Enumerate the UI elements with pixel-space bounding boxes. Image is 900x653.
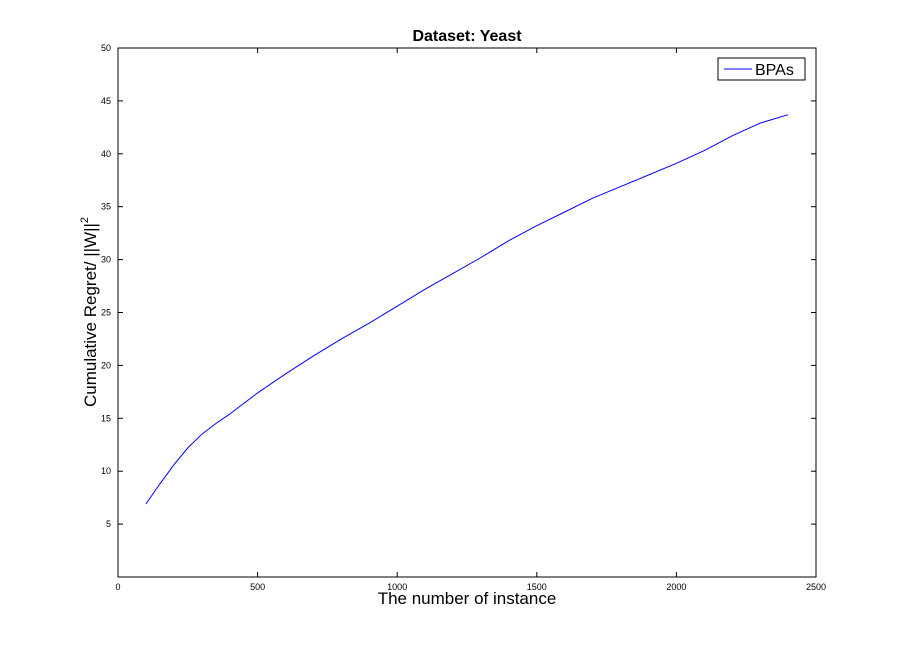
x-tick-label: 2000 [666,582,686,592]
x-axis-label: The number of instance [378,589,557,608]
chart-title: Dataset: Yeast [412,28,522,45]
y-tick-label: 5 [106,519,111,529]
y-tick-label: 40 [101,149,111,159]
y-axis-label: Cumulative Regret/ ||W||2 [79,217,100,407]
x-tick-label: 2500 [806,582,826,592]
y-tick-label: 25 [101,308,111,318]
y-tick-label: 10 [101,466,111,476]
x-tick-label: 1500 [527,582,547,592]
series-layer [145,114,789,505]
x-axis-ticks: 0 500 1000 1500 2000 2500 [115,48,826,592]
y-axis-ticks: 5 10 15 20 25 30 35 40 45 50 [101,43,816,529]
x-tick-label: 0 [115,582,120,592]
y-axis-label-main: Cumulative Regret/ ||W|| [81,223,100,407]
y-tick-label: 30 [101,255,111,265]
y-axis-label-superscript: 2 [79,217,91,223]
x-tick-label: 500 [250,582,265,592]
legend: BPAs [717,57,806,81]
y-tick-label: 20 [101,360,111,370]
y-tick-label: 45 [101,96,111,106]
series-line-bpas [145,114,789,505]
legend-label-bpas: BPAs [755,62,794,79]
legend-box [717,57,806,81]
plot-area [117,47,817,578]
x-tick-label: 1000 [387,582,407,592]
y-tick-label: 15 [101,413,111,423]
y-tick-label: 35 [101,202,111,212]
y-tick-label: 50 [101,43,111,53]
